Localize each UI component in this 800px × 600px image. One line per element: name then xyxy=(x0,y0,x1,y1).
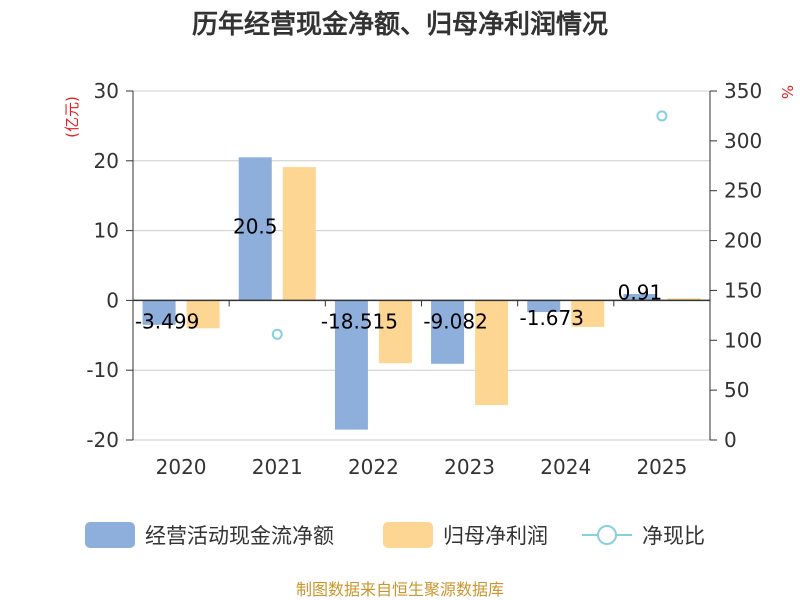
x-tick-label: 2020 xyxy=(156,455,207,479)
legend-swatch-cashflow xyxy=(85,522,135,548)
data-label-cashflow: -3.499 xyxy=(135,309,199,333)
bar-cashflow xyxy=(527,300,561,313)
ratio-points xyxy=(271,110,668,340)
ratio-point xyxy=(271,328,283,340)
bar-profit xyxy=(378,300,412,364)
bar-cashflow xyxy=(334,300,368,430)
data-label-cashflow: 0.91 xyxy=(618,280,663,304)
data-label-cashflow: -9.082 xyxy=(423,309,487,333)
bar-profit xyxy=(667,298,701,301)
x-tick-label: 2021 xyxy=(252,455,303,479)
right-tick-label: 150 xyxy=(724,278,762,302)
bar-cashflow xyxy=(623,294,657,301)
right-axis-unit: % xyxy=(778,85,796,99)
legend-label-ratio: 净现比 xyxy=(642,524,705,548)
gridlines xyxy=(133,90,710,441)
x-tick-label: 2023 xyxy=(444,455,495,479)
legend-swatch-profit xyxy=(383,522,433,548)
right-tick-label: 250 xyxy=(724,179,762,203)
left-tick-label: -20 xyxy=(86,428,119,452)
bar-profit xyxy=(571,300,605,327)
right-tick-label: 350 xyxy=(724,79,762,103)
left-tick-label: 0 xyxy=(106,288,119,312)
left-axis-unit: (亿元) xyxy=(63,96,81,138)
left-tick-label: 30 xyxy=(94,79,119,103)
bar-profit xyxy=(282,167,316,301)
bar-cashflow xyxy=(238,157,272,301)
bars xyxy=(142,157,701,430)
right-tick-label: 50 xyxy=(724,378,749,402)
source-note: 制图数据来自恒生聚源数据库 xyxy=(296,580,504,599)
legend-label-profit: 归母净利润 xyxy=(443,524,548,548)
right-tick-label: 300 xyxy=(724,129,762,153)
legend-marker-ratio xyxy=(597,525,617,545)
x-tick-label: 2025 xyxy=(636,455,687,479)
left-tick-label: 20 xyxy=(94,149,119,173)
left-tick-label: 10 xyxy=(94,219,119,243)
legend: 经营活动现金流净额 归母净利润 净现比 xyxy=(85,522,705,548)
right-tick-label: 100 xyxy=(724,328,762,352)
chart-title: 历年经营现金净额、归母净利润情况 xyxy=(192,9,608,40)
ratio-point xyxy=(656,110,668,122)
legend-label-cashflow: 经营活动现金流净额 xyxy=(145,524,334,548)
data-labels: -3.499 20.5 -18.515 -9.082 -1.673 0.91 xyxy=(135,214,662,333)
right-tick-label: 200 xyxy=(724,229,762,253)
right-tick-label: 0 xyxy=(724,428,737,452)
left-tick-label: -10 xyxy=(86,358,119,382)
data-label-cashflow: -18.515 xyxy=(321,309,398,333)
x-tick-label: 2024 xyxy=(540,455,591,479)
data-label-cashflow: -1.673 xyxy=(520,306,584,330)
data-label-cashflow: 20.5 xyxy=(233,214,278,238)
bar-profit xyxy=(186,300,220,329)
bar-cashflow xyxy=(431,300,465,364)
x-tick-label: 2022 xyxy=(348,455,399,479)
bar-cashflow xyxy=(142,300,176,325)
bar-profit xyxy=(475,300,509,406)
